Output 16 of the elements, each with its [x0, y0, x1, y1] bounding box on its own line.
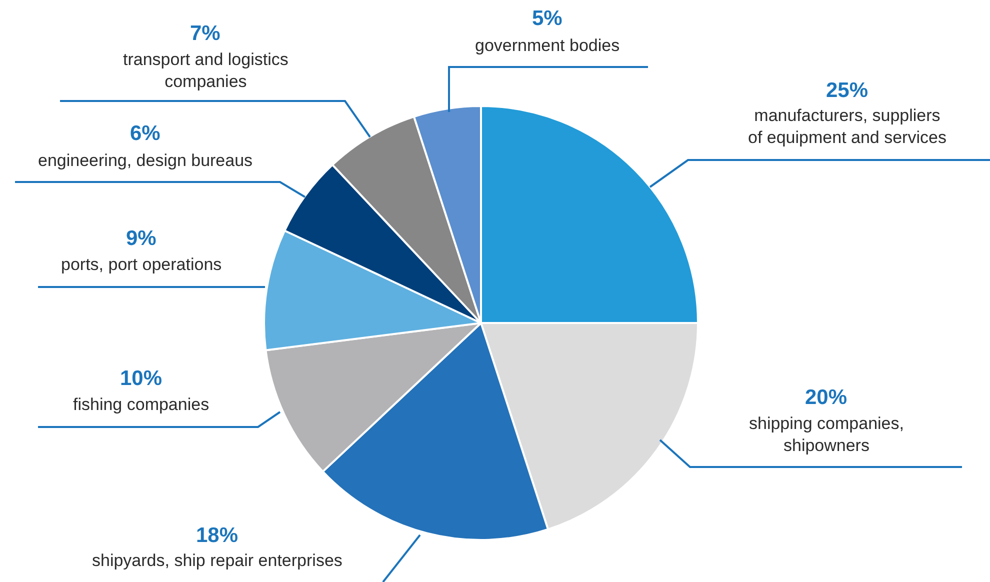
data-label: 7%	[190, 22, 221, 45]
slice-label: government bodies	[475, 36, 620, 55]
slice-label: manufacturers, suppliers of equipment and services	[748, 106, 946, 148]
data-label: 10%	[120, 367, 162, 390]
data-label: 5%	[532, 7, 563, 30]
data-label: 6%	[130, 122, 161, 145]
data-label: 25%	[826, 79, 868, 102]
slice-label: ports, port operations	[61, 255, 222, 274]
slice-label: engineering, design bureaus	[38, 151, 253, 170]
data-label: 18%	[196, 524, 238, 547]
slice-label: shipyards, ship repair enterprises	[92, 551, 342, 570]
slice-label: transport and logistics companies	[123, 50, 288, 92]
slice-label: shipping companies, shipowners	[749, 414, 904, 456]
data-label: 9%	[126, 227, 157, 250]
slice-label: fishing companies	[73, 395, 210, 414]
data-label: 20%	[805, 386, 848, 409]
